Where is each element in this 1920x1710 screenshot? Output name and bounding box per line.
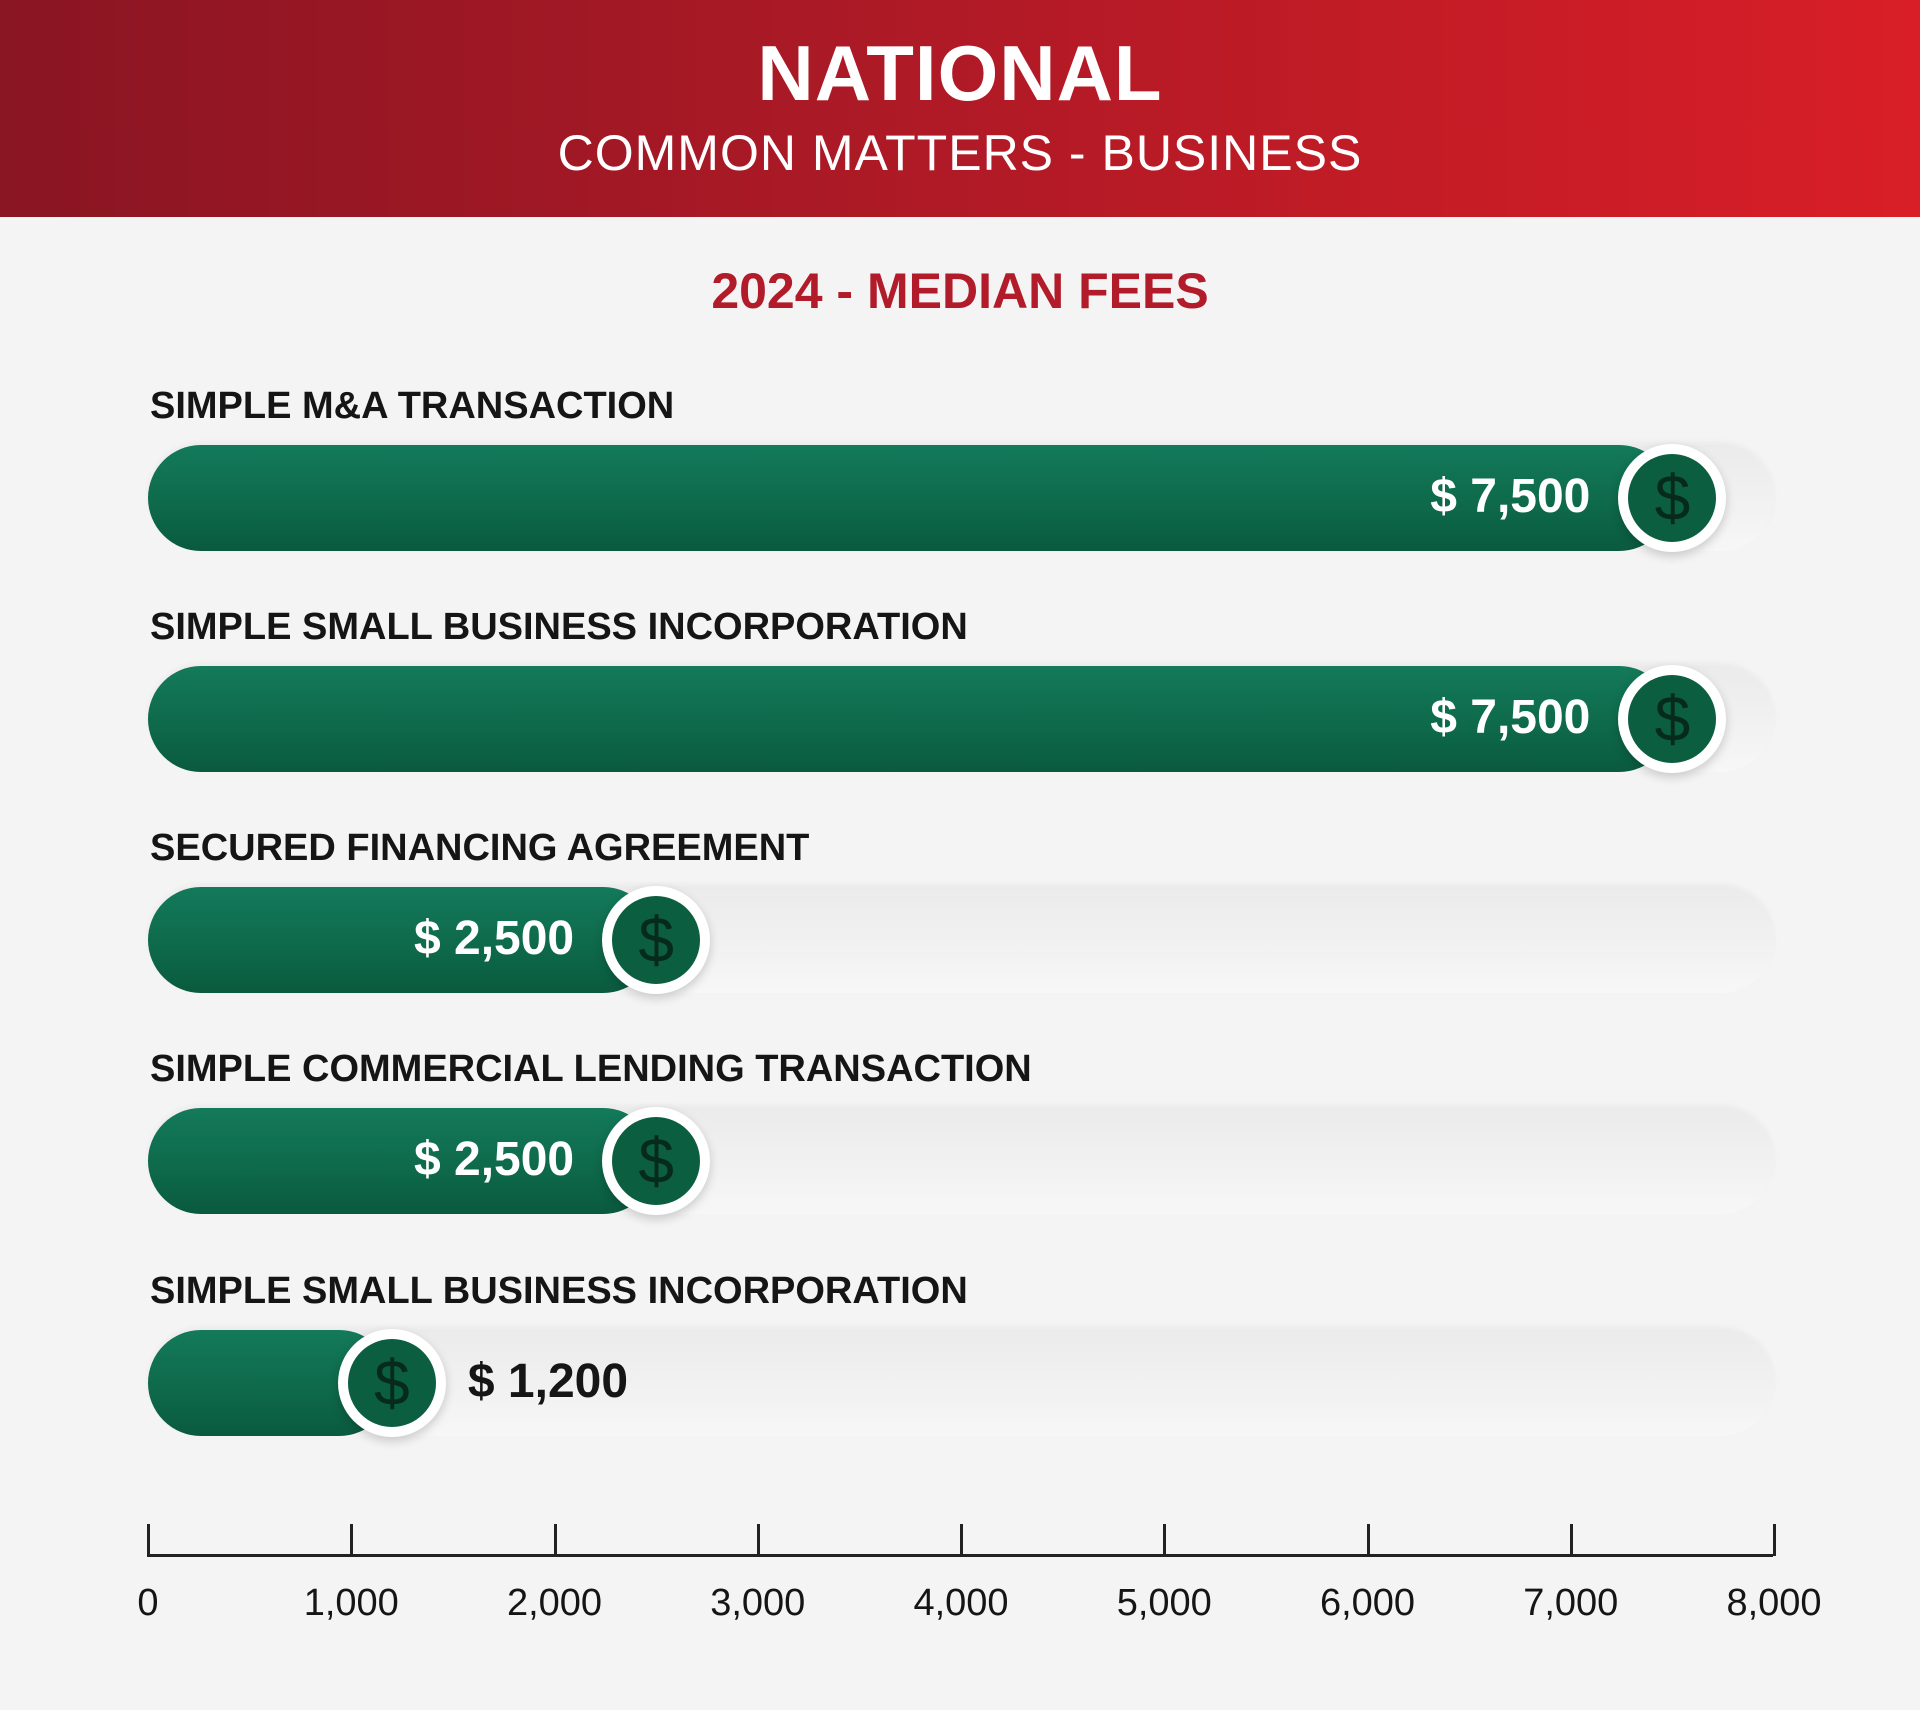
x-tick-label: 3,000 <box>710 1582 806 1624</box>
dollar-coin-icon: $ <box>602 886 711 994</box>
dollar-coin-icon: $ <box>1618 444 1727 552</box>
x-tick <box>1366 1524 1370 1556</box>
x-tick <box>756 1524 760 1556</box>
dollar-sign-glyph: $ <box>1628 454 1717 542</box>
dollar-sign-glyph: $ <box>612 1117 701 1205</box>
dollar-sign-glyph: $ <box>347 1339 436 1427</box>
x-tick-label: 1,000 <box>303 1582 399 1624</box>
x-tick <box>553 1524 557 1556</box>
dollar-coin-icon: $ <box>1618 665 1727 773</box>
x-tick <box>1163 1524 1167 1556</box>
data-label: $ 2,500 <box>413 912 575 965</box>
dollar-sign-glyph: $ <box>612 896 701 984</box>
page-title: NATIONAL <box>757 29 1163 117</box>
x-tick <box>1773 1524 1776 1556</box>
data-label: $ 7,500 <box>1430 470 1591 523</box>
x-tick-label: 5,000 <box>1116 1582 1212 1624</box>
dollar-sign-glyph: $ <box>1628 675 1717 763</box>
data-label: $ 2,500 <box>413 1133 575 1186</box>
x-tick-label: 2,000 <box>506 1582 603 1624</box>
x-tick <box>147 1524 150 1556</box>
x-tick <box>1569 1524 1573 1556</box>
category-label: SIMPLE SMALL BUSINESS INCORPORATION <box>150 1270 968 1312</box>
x-tick-label: 6,000 <box>1319 1582 1416 1624</box>
category-label: SECURED FINANCING AGREEMENT <box>150 827 810 869</box>
x-tick <box>350 1524 354 1556</box>
x-tick-label: 8,000 <box>1726 1582 1822 1624</box>
category-label: SIMPLE COMMERCIAL LENDING TRANSACTION <box>150 1048 1032 1090</box>
x-tick-label: 0 <box>137 1582 159 1624</box>
bar <box>148 666 1673 772</box>
data-label: $ 7,500 <box>1430 691 1591 744</box>
page-subtitle: COMMON MATTERS - BUSINESS <box>557 125 1363 181</box>
bar <box>148 1108 657 1214</box>
chart-title: 2024 - MEDIAN FEES <box>711 263 1209 319</box>
bar <box>148 445 1673 551</box>
bar <box>148 887 657 993</box>
x-tick-label: 4,000 <box>913 1582 1009 1624</box>
x-tick-label: 7,000 <box>1523 1582 1619 1624</box>
header-banner: NATIONAL COMMON MATTERS - BUSINESS <box>0 0 1920 217</box>
dollar-coin-icon: $ <box>337 1329 446 1437</box>
category-label: SIMPLE SMALL BUSINESS INCORPORATION <box>150 606 968 648</box>
x-tick <box>960 1524 963 1556</box>
category-label: SIMPLE M&A TRANSACTION <box>150 385 675 427</box>
dollar-coin-icon: $ <box>602 1107 711 1215</box>
data-label: $ 1,200 <box>467 1355 629 1408</box>
